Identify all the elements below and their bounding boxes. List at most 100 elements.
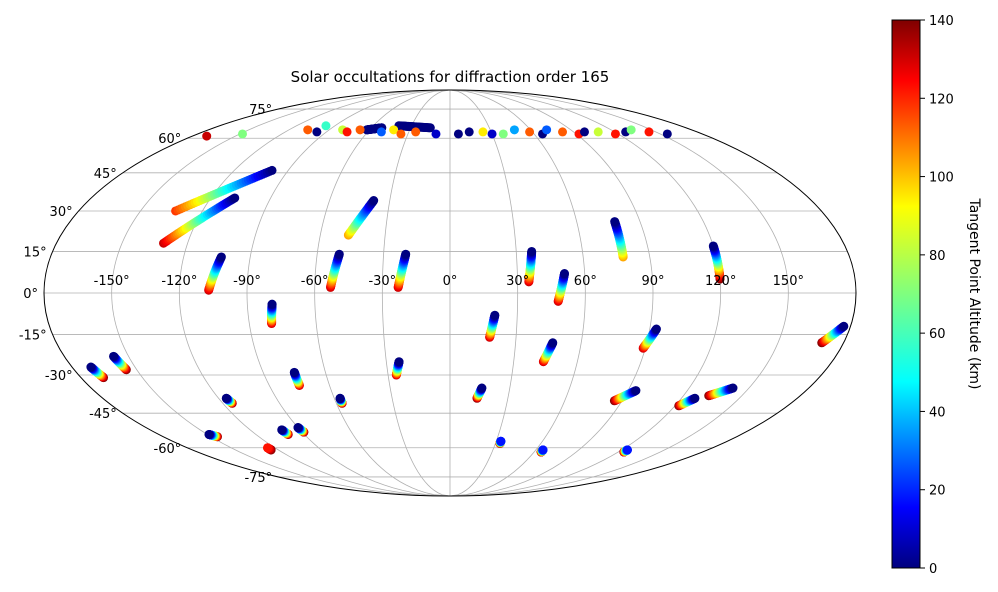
- meridian-line: [449, 90, 586, 496]
- graticule: [44, 90, 856, 496]
- colorbar-tick-label: 40: [929, 405, 946, 420]
- data-point: [839, 321, 849, 331]
- y-tick-label: -45°: [89, 407, 117, 422]
- colorbar-tick-label: 0: [929, 562, 937, 577]
- colorbar-tick-label: 100: [929, 171, 954, 186]
- colorbar-label: Tangent Point Altitude (km): [966, 197, 982, 389]
- data-point: [496, 436, 506, 446]
- data-point: [453, 129, 463, 139]
- meridian-line: [381, 90, 451, 496]
- data-point: [478, 127, 488, 137]
- data-point: [622, 445, 632, 455]
- data-point: [202, 131, 212, 141]
- data-point: [728, 383, 738, 393]
- x-tick-label: -90°: [233, 274, 261, 289]
- data-point: [204, 429, 214, 439]
- data-point: [394, 357, 404, 367]
- data-point: [708, 241, 718, 251]
- x-tick-label: 120°: [705, 274, 736, 289]
- meridian-line: [314, 90, 451, 496]
- data-point: [490, 310, 500, 320]
- x-tick-label: -30°: [368, 274, 396, 289]
- data-point: [334, 249, 344, 259]
- colorbar-tick-label: 80: [929, 249, 946, 264]
- x-tick-label: 60°: [574, 274, 597, 289]
- data-point: [303, 125, 313, 135]
- data-point: [355, 125, 365, 135]
- data-point: [369, 196, 379, 206]
- x-tick-label: 90°: [641, 274, 664, 289]
- data-point: [631, 386, 641, 396]
- data-point: [263, 443, 273, 453]
- x-tick-label: -150°: [94, 274, 130, 289]
- data-point: [376, 127, 386, 137]
- colorbar-tick-label: 20: [929, 484, 946, 499]
- y-tick-label: 75°: [249, 103, 272, 118]
- data-point: [86, 362, 96, 372]
- longitude-tick-labels: -150° -120° -90° -60° -30° 0° 30° 60° 90° 120° 150…: [94, 274, 804, 289]
- y-tick-label: -15°: [19, 329, 47, 344]
- colorbar-ticks: 0 20 40 60 80 100 120 140: [920, 14, 954, 577]
- y-tick-label: 45°: [94, 167, 117, 182]
- data-point: [312, 127, 322, 137]
- y-tick-label: -30°: [45, 369, 73, 384]
- data-point: [610, 129, 620, 139]
- colorbar-tick-label: 140: [929, 14, 954, 29]
- data-point: [509, 125, 519, 135]
- x-tick-label: 0°: [443, 274, 458, 289]
- x-tick-label: -60°: [301, 274, 329, 289]
- data-point: [109, 351, 119, 361]
- data-point: [558, 127, 568, 137]
- data-point: [651, 324, 661, 334]
- data-point: [527, 246, 537, 256]
- meridian-line: [449, 90, 789, 496]
- data-point: [662, 129, 672, 139]
- data-point: [431, 129, 441, 139]
- data-point: [560, 269, 570, 279]
- x-tick-label: 30°: [506, 274, 529, 289]
- data-point: [411, 127, 421, 137]
- data-point: [335, 393, 345, 403]
- data-point: [690, 393, 700, 403]
- data-point: [267, 299, 277, 309]
- occultation-points: [86, 121, 849, 457]
- y-tick-label: 15°: [24, 245, 47, 260]
- colorbar-tick-label: 60: [929, 327, 946, 342]
- data-point: [626, 125, 636, 135]
- y-tick-label: -60°: [154, 442, 182, 457]
- latitude-tick-labels: -75° -60° -45° -30° -15° 0° 15° 30° 45° 60° 75°: [19, 103, 272, 486]
- data-point: [464, 127, 474, 137]
- data-point: [221, 393, 231, 403]
- x-tick-label: -120°: [161, 274, 197, 289]
- data-point: [293, 423, 303, 433]
- y-tick-label: -75°: [244, 471, 272, 486]
- data-point: [548, 338, 558, 348]
- data-point: [498, 129, 508, 139]
- data-point: [289, 367, 299, 377]
- data-point: [542, 125, 552, 135]
- data-point: [487, 129, 497, 139]
- data-point: [396, 129, 406, 139]
- data-point: [579, 127, 589, 137]
- data-point: [401, 249, 411, 259]
- colorbar: [891, 19, 921, 569]
- data-point: [321, 121, 331, 131]
- y-tick-label: 0°: [23, 287, 38, 302]
- data-point: [477, 383, 487, 393]
- data-point: [610, 217, 620, 227]
- chart-title: Solar occultations for diffraction order…: [291, 68, 610, 86]
- data-point: [230, 193, 240, 203]
- data-point: [525, 127, 535, 137]
- data-point: [342, 127, 352, 137]
- x-tick-label: 150°: [773, 274, 804, 289]
- meridian-line: [246, 90, 451, 496]
- data-point: [644, 127, 654, 137]
- data-point: [277, 425, 287, 435]
- y-tick-label: 30°: [50, 205, 73, 220]
- data-point: [216, 252, 226, 262]
- colorbar-tick-label: 120: [929, 92, 954, 107]
- y-tick-label: 60°: [158, 132, 181, 147]
- data-point: [538, 445, 548, 455]
